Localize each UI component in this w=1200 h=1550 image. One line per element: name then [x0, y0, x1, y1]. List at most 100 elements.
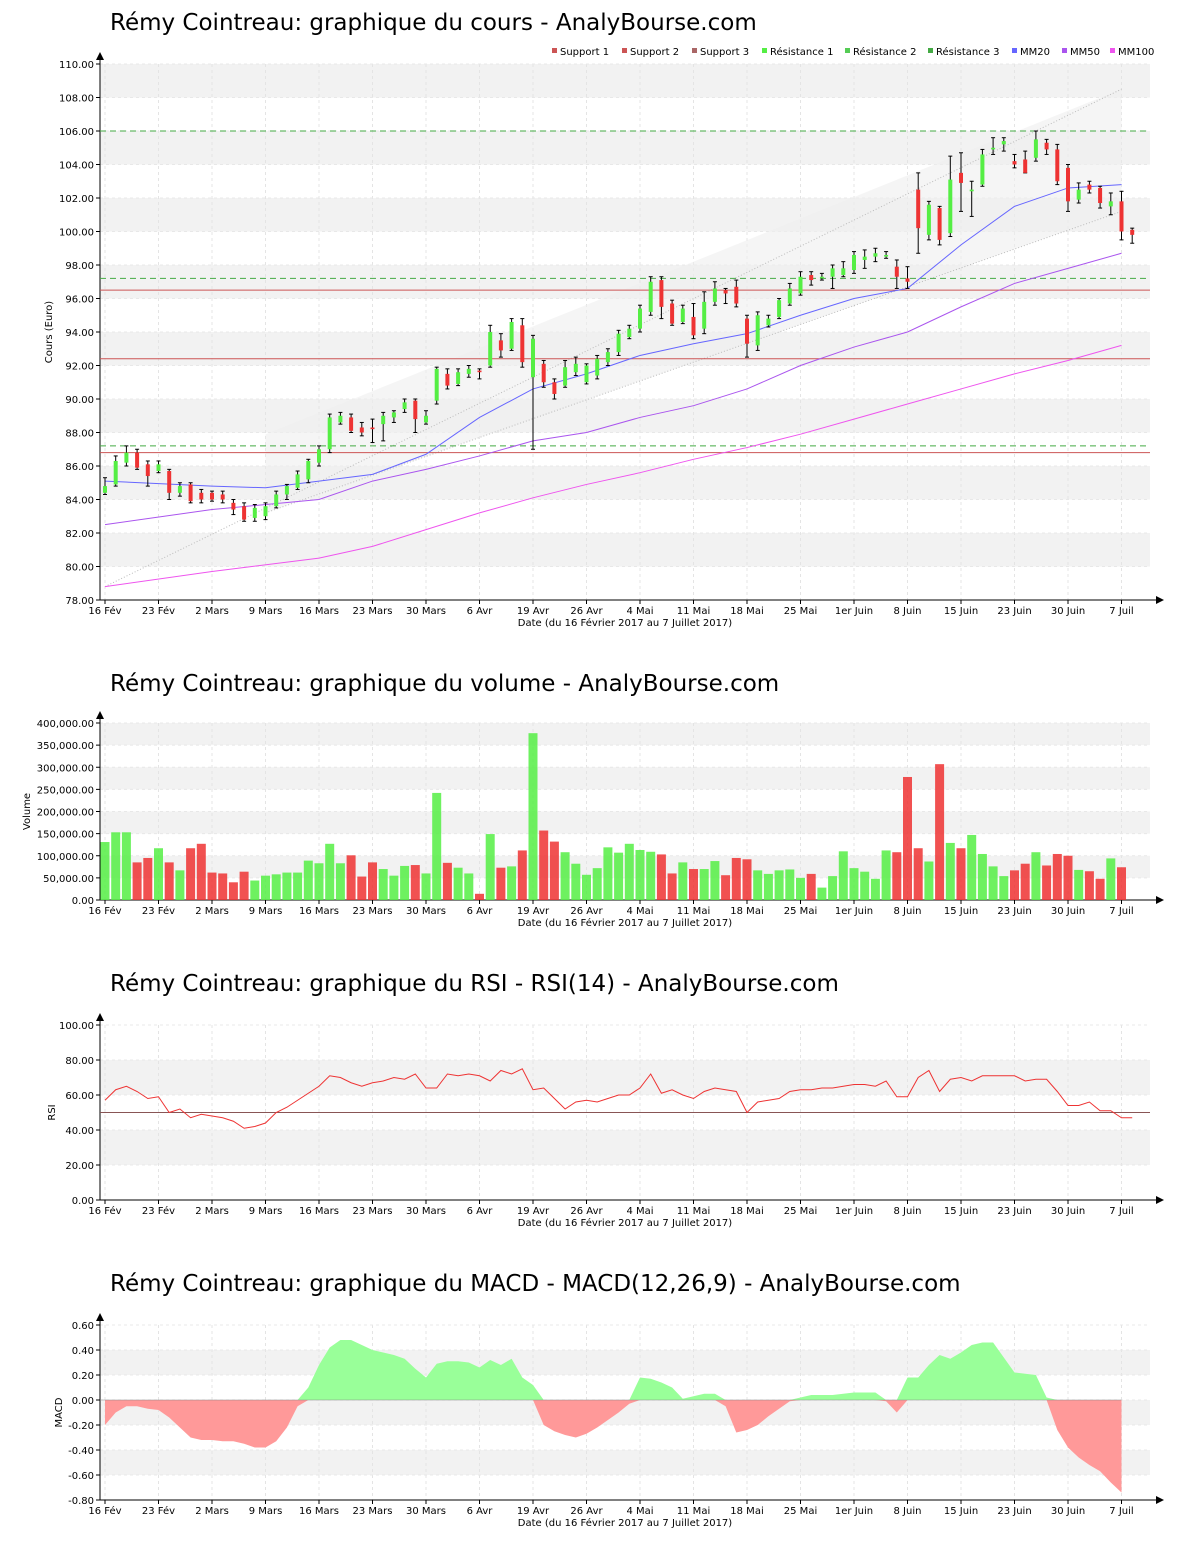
y-tick-label: 98.00	[65, 261, 94, 272]
x-tick-label: 16 Mars	[299, 1506, 339, 1517]
volume-bar	[132, 862, 142, 900]
x-axis-arrow	[1156, 596, 1164, 604]
candle-body	[745, 318, 749, 344]
legend-label: Support 3	[700, 47, 749, 58]
candle-body	[670, 303, 675, 324]
volume-bar	[228, 882, 238, 900]
volume-bar	[956, 848, 966, 900]
legend-label: Résistance 1	[770, 46, 833, 58]
moving-average-mm20	[104, 184, 1122, 489]
legend-swatch	[845, 48, 850, 53]
candle-body	[1012, 161, 1017, 165]
candle-body	[1087, 184, 1092, 190]
candle-body	[210, 492, 214, 500]
x-axis-label: Date (du 16 Février 2017 au 7 Juillet 20…	[518, 617, 732, 629]
y-tick-label: 150,000.00	[37, 830, 94, 841]
x-tick-label: 26 Avr	[570, 606, 603, 617]
grid-band	[100, 767, 1150, 790]
candle-body	[113, 460, 118, 485]
candle-body	[916, 189, 921, 229]
volume-bar	[186, 848, 196, 900]
candle-body	[638, 308, 642, 329]
x-tick-label: 18 Mai	[730, 1206, 763, 1217]
candle-body	[552, 382, 557, 394]
x-tick-label: 15 Juin	[944, 606, 978, 617]
y-tick-label: 102.00	[59, 194, 94, 205]
volume-bar	[207, 872, 217, 900]
x-tick-label: 18 Mai	[730, 906, 763, 917]
x-tick-label: 23 Mars	[353, 906, 393, 917]
x-tick-label: 23 Mars	[353, 606, 393, 617]
x-tick-label: 26 Avr	[570, 1506, 603, 1517]
volume-bar	[1095, 878, 1105, 900]
candle-body	[445, 373, 450, 386]
x-tick-label: 15 Juin	[944, 1206, 978, 1217]
x-tick-label: 30 Mars	[406, 606, 446, 617]
y-tick-label: 96.00	[65, 295, 94, 306]
candle-body	[852, 254, 856, 271]
volume-bar	[924, 861, 934, 900]
y-tick-label: 80.00	[65, 1056, 94, 1067]
volume-bar	[164, 862, 174, 900]
y-tick-label: 92.00	[65, 362, 94, 373]
x-tick-label: 30 Mars	[406, 1206, 446, 1217]
volume-bar	[721, 875, 731, 900]
y-tick-label: 94.00	[65, 328, 94, 339]
volume-bar	[742, 859, 752, 900]
candle-body	[135, 452, 140, 468]
candle-body	[627, 328, 632, 338]
volume-bar	[592, 868, 602, 900]
x-tick-label: 2 Mars	[195, 906, 229, 917]
x-tick-label: 23 Fév	[142, 905, 175, 917]
x-tick-label: 1er Juin	[835, 606, 873, 617]
x-tick-label: 23 Juin	[997, 606, 1031, 617]
candle-body	[884, 254, 889, 257]
volume-bar	[357, 876, 367, 900]
volume-panel: Rémy Cointreau: graphique du volume - An…	[0, 665, 1200, 940]
y-tick-label: 108.00	[59, 94, 94, 105]
volume-bar	[111, 832, 121, 900]
legend-swatch	[1062, 48, 1067, 53]
x-tick-label: 30 Juin	[1051, 1506, 1085, 1517]
y-tick-label: 350,000.00	[37, 741, 94, 752]
rsi-chart: 0.00 20.00 40.00 60.00 80.00 100.00 16 Fév 23 F…	[47, 1013, 1164, 1229]
candle-body	[573, 363, 578, 373]
x-tick-label: 19 Avr	[517, 1206, 550, 1217]
volume-bar	[293, 872, 303, 900]
x-tick-label: 4 Mai	[626, 606, 653, 617]
candle-body	[145, 464, 150, 477]
rsi-panel: Rémy Cointreau: graphique du RSI - RSI(1…	[0, 965, 1200, 1240]
candle-body	[156, 464, 161, 472]
volume-bar	[903, 776, 912, 900]
candle-body	[424, 415, 428, 423]
price-chart: 78.00 80.00 82.00 84.00 86.00 88.00 90.00 92.00…	[44, 46, 1164, 629]
legend-label: Résistance 3	[936, 46, 999, 58]
volume-bar	[175, 870, 185, 900]
x-tick-label: 7 Juil	[1109, 906, 1133, 917]
volume-bar	[400, 865, 410, 900]
rsi-line	[104, 1068, 1133, 1129]
volume-bar	[549, 841, 559, 900]
candle-body	[242, 506, 247, 520]
candle-body	[862, 256, 867, 260]
candle-body	[1055, 149, 1060, 182]
x-tick-label: 16 Mars	[299, 906, 339, 917]
x-tick-label: 9 Mars	[249, 606, 283, 617]
y-axis-label: MACD	[54, 1397, 65, 1427]
volume-bar	[325, 843, 335, 900]
volume-bar	[977, 853, 987, 900]
y-tick-label: 60.00	[65, 1091, 94, 1102]
candle-body	[605, 352, 610, 363]
x-tick-label: 16 Fév	[88, 1205, 121, 1217]
x-tick-label: 23 Fév	[142, 1505, 175, 1517]
y-tick-label: 88.00	[65, 429, 94, 440]
y-tick-label: 0.00	[72, 1196, 94, 1207]
price-panel: Rémy Cointreau: graphique du cours - Ana…	[0, 0, 1200, 640]
macd-panel: Rémy Cointreau: graphique du MACD - MACD…	[0, 1265, 1200, 1550]
volume-bar	[496, 867, 506, 900]
candle-body	[370, 427, 375, 430]
volume-bar	[100, 842, 110, 900]
x-axis-label: Date (du 16 Février 2017 au 7 Juillet 20…	[518, 1517, 732, 1529]
candle-body	[616, 333, 621, 353]
volume-bar	[378, 869, 388, 900]
